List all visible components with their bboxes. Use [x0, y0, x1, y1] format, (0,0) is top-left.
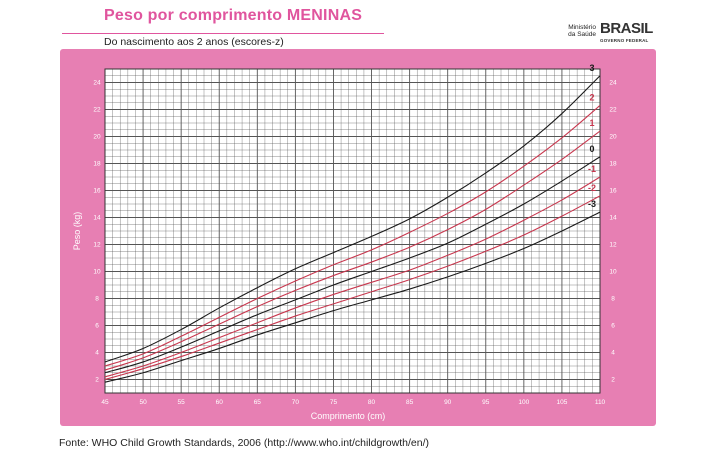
x-tick-label: 85: [406, 399, 414, 406]
zscore-curves: [104, 75, 601, 383]
chart-subtitle: Do nascimento aos 2 anos (escores-z): [104, 36, 284, 48]
zscore-curve-0: [104, 156, 601, 374]
x-tick-label: 65: [254, 399, 262, 406]
zscore-curve-minus1: [104, 176, 601, 378]
zscore-label-0: 0: [589, 144, 594, 154]
zscore-label-3: 3: [589, 63, 594, 73]
zscore-labels: 3 2 1 0 -1 -2 -3: [588, 63, 596, 209]
title-divider: [62, 33, 384, 34]
y-tick-label-right: 18: [609, 161, 617, 168]
zscore-label-minus1: -1: [588, 164, 596, 174]
ministry-line1: Ministério: [568, 24, 596, 31]
x-tick-label: 60: [216, 399, 224, 406]
y-tick-label-right: 12: [609, 242, 617, 249]
plot-border: [104, 68, 601, 394]
zscore-curve-minus3: [104, 211, 601, 383]
x-tick-label: 75: [330, 399, 338, 406]
y-tick-label-left: 22: [93, 107, 101, 114]
y-tick-label-right: 24: [609, 80, 617, 87]
chart-frame: 3 2 1 0 -1 -2 -3 45 50 55 60 65 70 75 80 85 90 95 100 105 1…: [60, 49, 656, 426]
x-tick-label: 90: [444, 399, 452, 406]
zscore-curve-2: [104, 105, 601, 367]
zscore-label-minus2: -2: [588, 183, 596, 193]
x-tick-label: 50: [139, 399, 147, 406]
x-tick-label: 100: [518, 399, 529, 406]
logo-subtitle: GOVERNO FEDERAL: [600, 38, 649, 43]
y-tick-label-left: 18: [93, 161, 101, 168]
chart-title: Peso por comprimento MENINAS: [104, 7, 363, 24]
y-tick-label-right: 2: [611, 377, 615, 384]
zscore-label-2: 2: [589, 92, 594, 102]
y-tick-label-right: 8: [611, 296, 615, 303]
zscore-label-minus3: -3: [588, 199, 596, 209]
source-note: Fonte: WHO Child Growth Standards, 2006 …: [59, 437, 429, 449]
x-tick-label: 105: [556, 399, 567, 406]
x-tick-labels: 45 50 55 60 65 70 75 80 85 90 95 100 105 110: [101, 399, 605, 406]
zscore-curve-minus2: [104, 195, 601, 381]
zscore-curve-1: [104, 130, 601, 371]
y-tick-label-right: 10: [609, 269, 617, 276]
x-tick-label: 55: [178, 399, 186, 406]
x-tick-label: 95: [482, 399, 490, 406]
y-tick-label-left: 24: [93, 80, 101, 87]
zscore-label-1: 1: [589, 118, 594, 128]
ministry-line2: da Saúde: [568, 31, 596, 38]
y-tick-label-right: 22: [609, 107, 617, 114]
x-tick-label: 70: [292, 399, 300, 406]
y-tick-label-right: 16: [609, 188, 617, 195]
y-axis-label: Peso (kg): [72, 212, 82, 251]
x-axis-label: Comprimento (cm): [311, 411, 386, 421]
y-tick-label-left: 20: [93, 134, 101, 141]
y-tick-label-right: 6: [611, 323, 615, 330]
brasil-logo: BRASIL GOVERNO FEDERAL: [600, 20, 656, 46]
y-tick-label-left: 14: [93, 215, 101, 222]
y-tick-label-right: 4: [611, 350, 615, 357]
y-tick-label-right: 14: [609, 215, 617, 222]
y-tick-label-left: 6: [95, 323, 99, 330]
y-tick-label-left: 16: [93, 188, 101, 195]
x-tick-label: 45: [101, 399, 109, 406]
y-tick-label-right: 20: [609, 134, 617, 141]
y-tick-label-left: 8: [95, 296, 99, 303]
major-grid: [104, 68, 601, 394]
y-tick-label-left: 12: [93, 242, 101, 249]
ministry-label: Ministério da Saúde: [560, 24, 596, 38]
zscore-curve-3: [104, 75, 601, 363]
logo-word: BRASIL: [600, 20, 653, 37]
y-tick-label-left: 10: [93, 269, 101, 276]
y-tick-label-left: 4: [95, 350, 99, 357]
x-tick-label: 80: [368, 399, 376, 406]
y-tick-label-left: 2: [95, 377, 99, 384]
x-tick-label: 110: [595, 399, 606, 406]
